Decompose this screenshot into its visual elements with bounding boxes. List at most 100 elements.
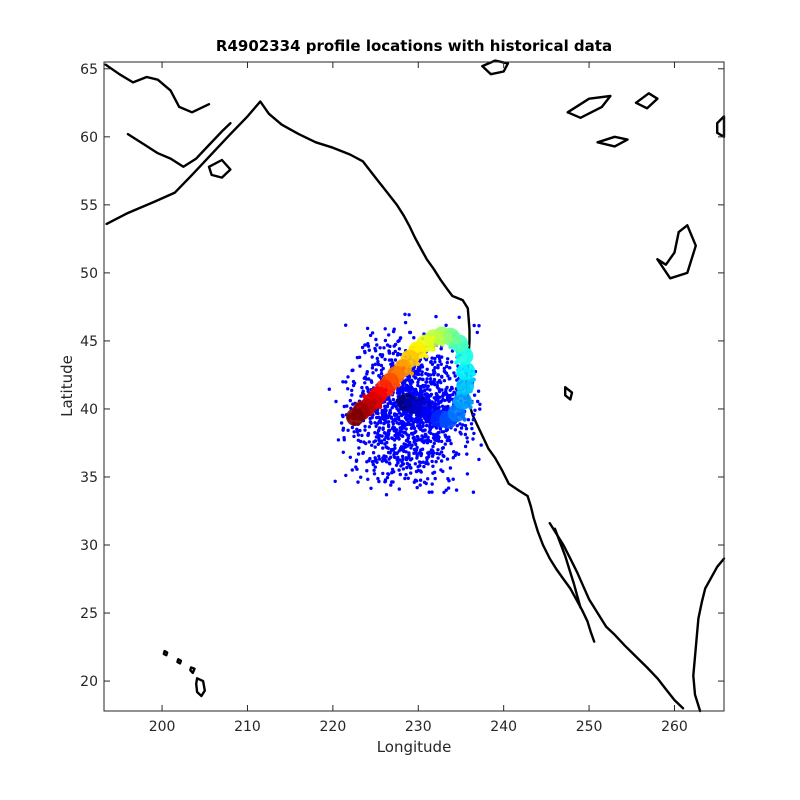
- historical-point: [395, 421, 399, 425]
- historical-point: [393, 403, 398, 408]
- y-axis-label: Latitude: [58, 355, 76, 417]
- historical-point: [363, 381, 367, 385]
- historical-point: [428, 380, 432, 384]
- profile-point-detail: [459, 402, 464, 408]
- historical-point: [370, 366, 375, 370]
- historical-point: [374, 435, 379, 439]
- historical-point: [444, 488, 448, 492]
- historical-point: [387, 333, 391, 337]
- historical-point: [416, 383, 420, 388]
- historical-point: [358, 428, 362, 433]
- historical-point: [395, 432, 399, 436]
- historical-point: [406, 476, 410, 480]
- historical-point: [426, 372, 430, 377]
- profile-point-detail: [401, 366, 406, 371]
- x-tick-label: 260: [661, 719, 688, 735]
- coastline-layer: [104, 59, 726, 713]
- y-tick-label: 40: [80, 402, 98, 418]
- historical-point: [399, 388, 403, 392]
- profile-point-detail: [367, 393, 372, 398]
- profile-point-detail: [367, 400, 372, 406]
- historical-point: [351, 402, 355, 406]
- historical-point: [414, 429, 418, 434]
- historical-point: [412, 451, 416, 455]
- profile-point-detail: [424, 354, 429, 359]
- historical-point: [374, 368, 378, 372]
- historical-point: [436, 448, 440, 452]
- historical-point: [405, 433, 409, 437]
- coastline-inland-lakes: [656, 224, 697, 280]
- coastline-alaska-upper-coast: [104, 63, 211, 114]
- historical-point: [411, 424, 415, 428]
- profile-point-detail: [362, 394, 367, 399]
- profile-point-detail: [466, 348, 471, 353]
- historical-point: [381, 426, 385, 430]
- coastline-hudson-bay-island-b: [596, 135, 629, 148]
- historical-point: [390, 406, 394, 410]
- coastline-hawaii-big-island: [195, 677, 206, 698]
- historical-point: [427, 394, 431, 399]
- historical-point: [383, 480, 387, 484]
- historical-point: [350, 393, 354, 397]
- historical-point: [355, 430, 360, 434]
- historical-point: [423, 439, 427, 443]
- historical-point: [447, 399, 451, 403]
- historical-point: [416, 465, 420, 469]
- historical-point: [440, 374, 444, 379]
- historical-point: [439, 380, 443, 385]
- historical-point: [341, 450, 345, 454]
- historical-point: [339, 421, 344, 425]
- historical-point: [420, 373, 424, 377]
- historical-point: [415, 485, 419, 490]
- profile-point-detail: [465, 360, 470, 365]
- historical-point: [395, 353, 400, 357]
- historical-point: [336, 438, 341, 442]
- historical-point: [465, 452, 469, 456]
- historical-point: [390, 480, 394, 484]
- profile-point-detail: [415, 361, 420, 367]
- profile-point-detail: [420, 396, 425, 401]
- historical-point: [420, 393, 424, 397]
- historical-point: [443, 442, 447, 446]
- historical-point: [381, 413, 385, 417]
- profile-point-detail: [398, 359, 404, 365]
- historical-point: [417, 394, 422, 398]
- profile-point-detail: [433, 405, 438, 411]
- profile-point-detail: [440, 329, 445, 335]
- historical-point: [410, 443, 414, 447]
- historical-point: [448, 466, 453, 470]
- historical-point: [403, 312, 407, 316]
- historical-point: [388, 411, 393, 415]
- x-tick-label: 240: [490, 719, 517, 735]
- profile-point-detail: [463, 365, 469, 371]
- historical-point: [381, 446, 385, 450]
- profile-point-detail: [395, 398, 400, 403]
- historical-point: [393, 349, 397, 354]
- historical-point: [448, 376, 452, 381]
- profile-point-detail: [430, 335, 436, 340]
- profile-point-detail: [390, 387, 396, 392]
- historical-point: [458, 430, 462, 434]
- historical-point: [400, 419, 404, 424]
- historical-point: [453, 453, 457, 458]
- profile-point-detail: [389, 391, 394, 396]
- historical-point: [365, 372, 369, 376]
- historical-point: [365, 326, 370, 331]
- historical-point: [455, 424, 459, 428]
- coastline-baja-inner: [553, 527, 582, 609]
- historical-point: [373, 456, 377, 460]
- historical-point: [451, 392, 455, 397]
- historical-point: [390, 436, 394, 440]
- profile-point-detail: [468, 400, 473, 405]
- historical-point: [452, 450, 456, 454]
- historical-point: [434, 460, 438, 464]
- historical-point: [383, 418, 387, 423]
- profile-point-detail: [454, 360, 459, 365]
- historical-point: [386, 446, 390, 450]
- historical-point: [384, 455, 388, 459]
- historical-point: [442, 379, 447, 383]
- profile-point-detail: [471, 371, 476, 377]
- historical-point: [364, 441, 368, 446]
- historical-point: [453, 374, 457, 378]
- historical-point: [428, 388, 432, 392]
